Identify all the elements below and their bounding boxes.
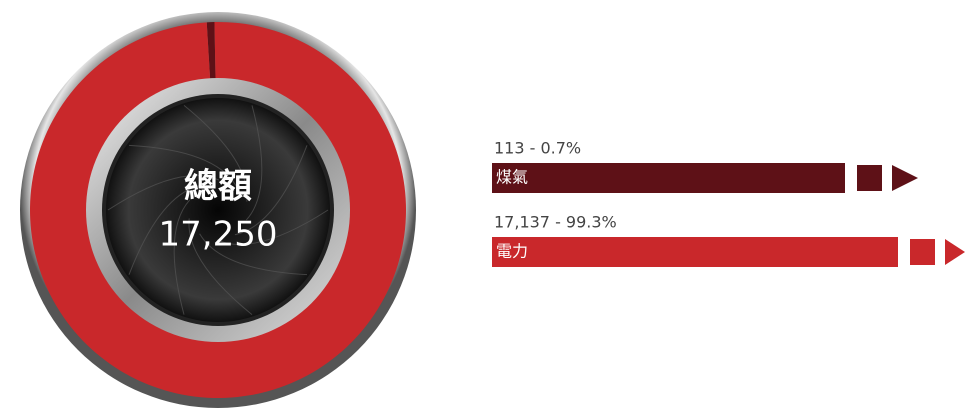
aperture: [106, 98, 330, 322]
blade-edge: [183, 104, 248, 202]
legend-square: [910, 239, 935, 265]
legend: 113 - 0.7% 煤氣 17,137 - 99.3% 電力: [492, 139, 965, 267]
aperture-blades: [107, 104, 329, 316]
blade-edge: [234, 145, 308, 236]
blade-edge: [188, 218, 253, 316]
donut-segment: [206, 22, 216, 83]
legend-arrow: [892, 165, 918, 191]
blade-edge: [216, 209, 329, 245]
blade-edge: [173, 199, 191, 315]
legend-value-label: 17,137 - 99.3%: [494, 213, 617, 232]
legend-square: [857, 165, 882, 191]
center-total: 17,250: [159, 215, 278, 255]
blade-edge: [199, 233, 308, 276]
legend-name: 電力: [496, 242, 528, 261]
donut-segment: [30, 21, 407, 399]
legend-bar: [492, 237, 898, 267]
legend-name: 煤氣: [496, 168, 528, 187]
legend-bar: [492, 163, 845, 193]
blade-edge: [128, 184, 202, 275]
blade-edge: [245, 105, 263, 221]
donut: [30, 21, 407, 399]
blade-edge: [128, 144, 237, 187]
center-title: 總額: [184, 167, 252, 207]
blade-edge: [107, 175, 220, 211]
legend-arrow: [945, 239, 965, 265]
legend-value-label: 113 - 0.7%: [494, 139, 581, 158]
